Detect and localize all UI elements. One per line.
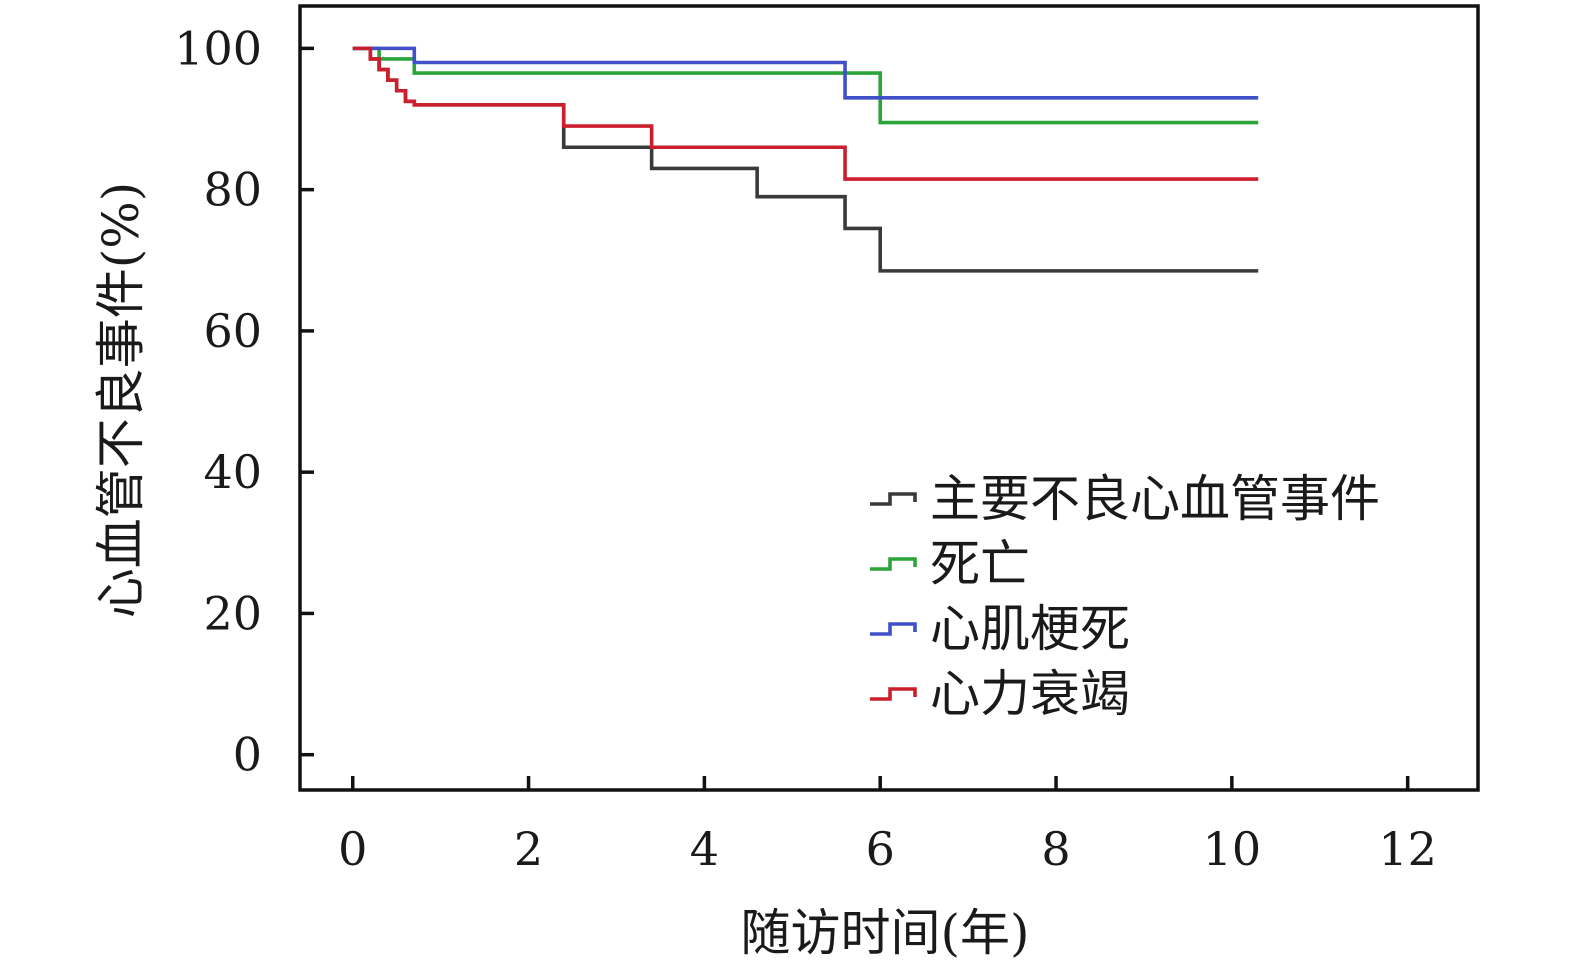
x-tick-label: 2 [514, 822, 543, 876]
y-tick-label: 20 [203, 586, 262, 640]
series-layer [352, 46, 1259, 273]
x-tick-label: 8 [1041, 822, 1070, 876]
legend-symbol-3 [870, 687, 917, 701]
series-line-2 [352, 46, 1259, 100]
y-tick-label: 60 [203, 304, 262, 358]
legend-label-1: 死亡 [930, 535, 1030, 593]
y-tick-label: 40 [203, 445, 262, 499]
legend-symbol-1 [870, 557, 917, 571]
x-tick-label: 12 [1378, 822, 1437, 876]
x-tick-label: 10 [1203, 822, 1262, 876]
series-line-0 [352, 46, 1259, 273]
plot-frame [298, 4, 1480, 792]
legend-label-2: 心肌梗死 [930, 600, 1130, 658]
y-axis-ticks: 0 20 40 60 80 100 [174, 21, 314, 782]
legend-label-0: 主要不良心血管事件 [930, 470, 1380, 528]
y-tick-label: 80 [203, 163, 262, 217]
x-tick-label: 6 [866, 822, 895, 876]
x-tick-label: 4 [690, 822, 719, 876]
legend-symbol-2 [870, 622, 917, 636]
x-axis-title: 随访时间(年) [740, 904, 1029, 962]
series-line-1 [352, 46, 1259, 125]
x-axis-ticks: 0 2 4 6 8 10 12 [338, 776, 1437, 876]
series-line-3 [352, 46, 1259, 181]
x-tick-label: 0 [338, 822, 367, 876]
y-axis-title: 心血管不良事件(%) [92, 182, 150, 619]
legend-symbol-0 [870, 492, 917, 506]
y-tick-label: 100 [174, 21, 262, 75]
legend-label-3: 心力衰竭 [930, 665, 1130, 723]
y-tick-label: 0 [233, 728, 262, 782]
